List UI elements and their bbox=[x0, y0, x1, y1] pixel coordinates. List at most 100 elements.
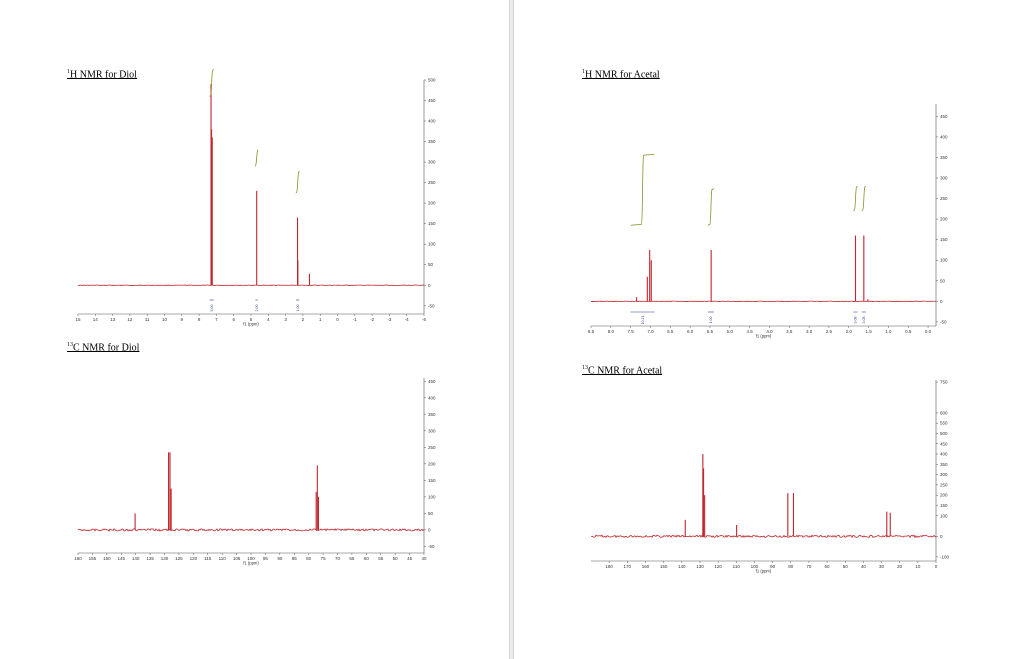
integral-curve bbox=[707, 188, 715, 226]
x-tick-label: 80 bbox=[306, 556, 312, 561]
y-tick-label: 500 bbox=[940, 431, 948, 436]
x-tick-label: 15 bbox=[75, 317, 81, 322]
x-tick-label: 85 bbox=[292, 556, 298, 561]
x-tick-label: 1.0 bbox=[885, 329, 892, 334]
y-tick-label: 100 bbox=[940, 513, 948, 518]
x-tick-label: 135 bbox=[146, 556, 154, 561]
x-tick-label: 60 bbox=[364, 556, 370, 561]
y-tick-label: 250 bbox=[940, 196, 948, 201]
caption-h-nmr-diol: 1H NMR for Diol bbox=[67, 69, 137, 81]
x-tick-label: 3 bbox=[284, 317, 287, 322]
x-tick-label: 50 bbox=[393, 556, 399, 561]
y-tick-label: -50 bbox=[428, 303, 435, 308]
y-tick-label: 450 bbox=[940, 441, 948, 446]
x-tick-label: 4 bbox=[267, 317, 270, 322]
x-tick-label: 10 bbox=[162, 317, 168, 322]
x-tick-label: -3 bbox=[387, 317, 391, 322]
y-tick-label: 300 bbox=[428, 428, 436, 433]
y-tick-label: 250 bbox=[940, 482, 948, 487]
x-tick-label: 7.0 bbox=[647, 329, 654, 334]
integral-label: 1.00 bbox=[296, 305, 300, 312]
x-tick-label: 13 bbox=[110, 317, 116, 322]
x-tick-label: 6.0 bbox=[687, 329, 694, 334]
y-tick-label: 0 bbox=[940, 299, 943, 304]
x-tick-label: -1 bbox=[353, 317, 357, 322]
x-tick-label: 145 bbox=[117, 556, 125, 561]
spectrum-baseline bbox=[77, 284, 425, 286]
x-tick-label: 9 bbox=[181, 317, 184, 322]
y-tick-label: -100 bbox=[940, 554, 950, 559]
c-nmr-acetal-chart: 180 170 160 150 140 130 120 110 100 90 80 70 60 50 40 3… bbox=[590, 380, 950, 574]
x-tick-label: 7 bbox=[215, 317, 218, 322]
y-tick-label: 50 bbox=[428, 262, 434, 267]
x-tick-label: 90 bbox=[770, 564, 776, 569]
x-tick-label: 5.0 bbox=[727, 329, 734, 334]
x-tick-label: 12 bbox=[127, 317, 133, 322]
y-tick-label: 200 bbox=[428, 461, 436, 466]
y-tick-label: 200 bbox=[940, 217, 948, 222]
y-tick-label: 400 bbox=[428, 395, 436, 400]
y-tick-label: 50 bbox=[428, 511, 434, 516]
y-tick-label: 50 bbox=[940, 278, 946, 283]
integral-label: 10.21 bbox=[641, 316, 645, 325]
x-tick-label: 1 bbox=[319, 317, 322, 322]
x-tick-label: 170 bbox=[624, 564, 632, 569]
spectrum-baseline bbox=[590, 534, 937, 539]
x-tick-label: 8 bbox=[198, 317, 201, 322]
x-tick-label: 30 bbox=[879, 564, 885, 569]
y-tick-label: 150 bbox=[428, 478, 436, 483]
y-tick-label: 350 bbox=[940, 462, 948, 467]
x-tick-label: 150 bbox=[660, 564, 668, 569]
caption-c-nmr-acetal: 13C NMR for Acetal bbox=[582, 365, 663, 377]
x-tick-label: 120 bbox=[190, 556, 198, 561]
x-tick-label: 130 bbox=[161, 556, 169, 561]
y-tick-label: 250 bbox=[428, 180, 436, 185]
x-tick-label: 140 bbox=[678, 564, 686, 569]
x-tick-label: 150 bbox=[103, 556, 111, 561]
y-tick-label: 400 bbox=[940, 452, 948, 457]
x-tick-label: 0 bbox=[935, 564, 938, 569]
y-tick-label: 450 bbox=[428, 98, 436, 103]
x-tick-label: 0.5 bbox=[905, 329, 912, 334]
x-tick-label: 115 bbox=[204, 556, 212, 561]
x-tick-label: 125 bbox=[175, 556, 183, 561]
caption-c-nmr-diol: 13C NMR for Diol bbox=[67, 342, 140, 354]
integral-curve bbox=[853, 185, 858, 212]
x-tick-label: 105 bbox=[233, 556, 241, 561]
y-tick-label: 400 bbox=[940, 134, 948, 139]
c-nmr-diol-chart: 160 155 150 145 140 135 130 125 120 115 110 105 100 9… bbox=[74, 378, 436, 566]
x-tick-label: 20 bbox=[897, 564, 903, 569]
y-tick-label: 350 bbox=[428, 139, 436, 144]
x-tick-label: 70 bbox=[335, 556, 341, 561]
integral-label: 5.00 bbox=[210, 305, 214, 312]
x-tick-label: -5 bbox=[422, 317, 426, 322]
x-tick-label: 40 bbox=[421, 556, 427, 561]
x-tick-label: 80 bbox=[788, 564, 794, 569]
x-tick-label: 2 bbox=[302, 317, 305, 322]
x-axis-title: f1 (ppm) bbox=[756, 569, 772, 574]
y-tick-label: 450 bbox=[940, 114, 948, 119]
x-tick-label: 75 bbox=[321, 556, 327, 561]
x-axis-title: f1 (ppm) bbox=[243, 322, 259, 327]
x-tick-label: 8.0 bbox=[608, 329, 615, 334]
x-tick-label: 160 bbox=[642, 564, 650, 569]
x-tick-label: 2.5 bbox=[826, 329, 833, 334]
h-nmr-acetal-chart: 10.21 1.00 3.08 3.088.5 8.0 7.5 7.0 6.5 6.0 5.5 5.… bbox=[588, 104, 948, 339]
y-tick-label: 500 bbox=[428, 78, 436, 83]
x-tick-label: 180 bbox=[605, 564, 613, 569]
x-tick-label: 55 bbox=[378, 556, 384, 561]
y-tick-label: 150 bbox=[940, 237, 948, 242]
x-tick-label: 10 bbox=[915, 564, 921, 569]
spectrum-baseline bbox=[77, 528, 425, 532]
y-tick-label: 0 bbox=[428, 283, 431, 288]
y-tick-label: 100 bbox=[940, 258, 948, 263]
integral-label: 1.00 bbox=[709, 317, 713, 324]
y-tick-label: 150 bbox=[940, 503, 948, 508]
x-tick-label: -4 bbox=[405, 317, 409, 322]
x-tick-label: 45 bbox=[407, 556, 413, 561]
x-tick-label: 11 bbox=[145, 317, 150, 322]
x-tick-label: 110 bbox=[219, 556, 227, 561]
x-tick-label: 4.0 bbox=[766, 329, 773, 334]
x-tick-label: 0.0 bbox=[925, 329, 932, 334]
